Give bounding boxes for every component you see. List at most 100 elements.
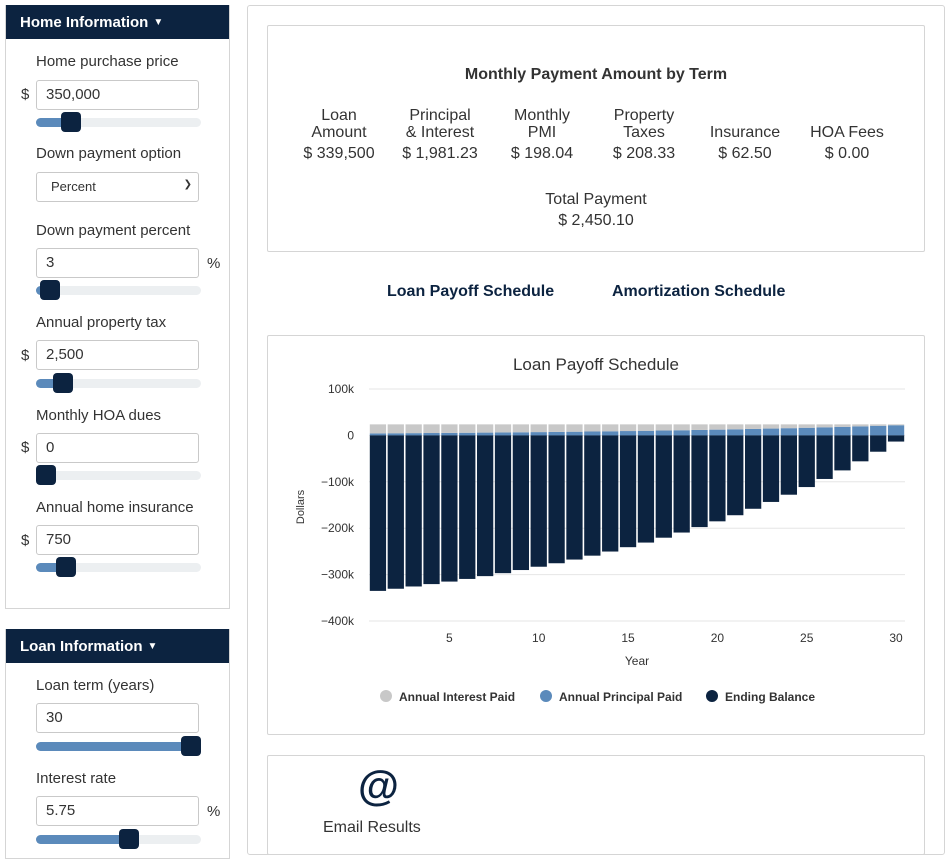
bar-interest [548,424,565,432]
down-payment-percent-label: Down payment percent [36,222,191,239]
bar-balance [548,435,565,564]
bar-principal [834,426,851,436]
bar-balance [655,435,672,538]
bar-interest [477,424,494,433]
down-payment-option-label: Down payment option [36,145,182,162]
bar-principal [423,433,440,436]
property-tax-prefix: $ [21,347,30,364]
bar-interest [852,424,869,427]
bar-interest [602,424,619,432]
bar-balance [762,435,780,502]
bar-balance [423,435,440,585]
bar-balance [816,435,833,479]
tab-amortization-schedule[interactable]: Amortization Schedule [612,283,786,300]
chart-title: Loan Payoff Schedule [513,355,679,374]
bar-balance [459,435,476,579]
metric-label: Principal [409,107,471,124]
metric-label: & Interest [405,124,475,141]
home-information-title: Home Information [20,13,149,31]
down-payment-percent-input[interactable]: 3 [36,248,199,278]
legend-marker [706,690,718,702]
bar-interest [584,424,601,432]
property-tax-input[interactable]: 2,500 [36,340,199,370]
bar-principal [477,432,494,436]
bar-principal [745,428,762,436]
bar-interest [387,424,404,434]
slider-handle[interactable] [60,112,81,132]
bar-interest [870,424,887,426]
hoa-dues-slider[interactable] [36,465,201,485]
bar-interest [459,424,476,433]
bar-interest [798,424,815,428]
bar-principal [655,430,672,436]
slider-handle[interactable] [56,557,77,577]
bar-balance [637,435,655,543]
interest-rate-label: Interest rate [36,770,117,787]
metric-label: Loan [321,107,357,124]
home-insurance-label: Annual home insurance [36,499,194,516]
property-tax-label: Annual property tax [36,314,167,331]
legend-marker [540,690,552,702]
bar-balance [709,435,726,522]
bar-principal [584,431,601,436]
slider-handle[interactable] [53,373,74,393]
loan-information-panel: Loan Information ▼ Loan term (years) 30 … [5,629,230,859]
bar-balance [870,435,887,452]
y-tick-label: −200k [321,521,355,535]
bar-interest [709,424,726,430]
interest-rate-input[interactable]: 5.75 [36,796,199,826]
bar-interest [441,424,458,433]
home-information-header[interactable]: Home Information ▼ [6,5,229,39]
loan-term-input[interactable]: 30 [36,703,199,733]
metric-value: $ 62.50 [718,145,772,162]
purchase-price-prefix: $ [21,86,30,103]
slider-handle[interactable] [181,736,201,756]
tab-loan-payoff-schedule[interactable]: Loan Payoff Schedule [387,283,555,300]
bar-principal [816,427,833,436]
slider-handle[interactable] [40,280,61,300]
hoa-dues-input[interactable]: 0 [36,433,199,463]
hoa-dues-label: Monthly HOA dues [36,407,162,424]
caret-down-icon: ▼ [153,16,164,28]
bar-balance [745,435,762,509]
email-results-label[interactable]: Email Results [323,819,421,836]
home-insurance-input[interactable]: 750 [36,525,199,555]
loan-payoff-chart: Loan Payoff Schedule 100k 0 −100k −200k −300k… [295,355,905,704]
summary-title: Monthly Payment Amount by Term [464,66,728,83]
legend-label: Annual Principal Paid [559,690,682,704]
x-tick-label: 10 [532,631,546,645]
bar-balance [834,435,851,471]
y-axis-label: Dollars [295,489,307,524]
bar-principal [441,432,458,436]
slider-fill [36,379,64,388]
home-insurance-prefix: $ [21,532,30,549]
legend-marker [380,690,392,702]
bar-interest [762,424,780,429]
bar-balance [780,435,797,495]
bar-principal [548,431,565,436]
purchase-price-input[interactable]: 350,000 [36,80,199,110]
bar-interest [834,424,851,427]
bar-balance [852,435,869,462]
property-tax-slider[interactable] [36,373,201,393]
purchase-price-slider[interactable] [36,112,201,132]
loan-term-slider[interactable] [36,736,201,756]
metric-label: PMI [527,124,557,141]
slider-fill [36,835,129,844]
legend-label: Ending Balance [725,690,815,704]
down-payment-option-select[interactable]: Percent ❯ [36,172,199,202]
slider-handle[interactable] [36,465,56,485]
bar-interest [745,424,762,429]
loan-information-header[interactable]: Loan Information ▼ [6,629,229,663]
metric-label: Monthly [513,107,571,124]
at-icon[interactable]: @ [358,762,399,809]
bar-interest [673,424,690,431]
slider-handle[interactable] [118,829,139,849]
y-tick-label: −300k [321,568,355,582]
home-insurance-slider[interactable] [36,557,201,577]
purchase-price-label: Home purchase price [36,53,179,70]
email-results-card[interactable]: @ Email Results [267,755,925,855]
bar-principal [727,429,744,436]
down-payment-percent-slider[interactable] [36,280,201,300]
bar-principal [387,433,404,436]
